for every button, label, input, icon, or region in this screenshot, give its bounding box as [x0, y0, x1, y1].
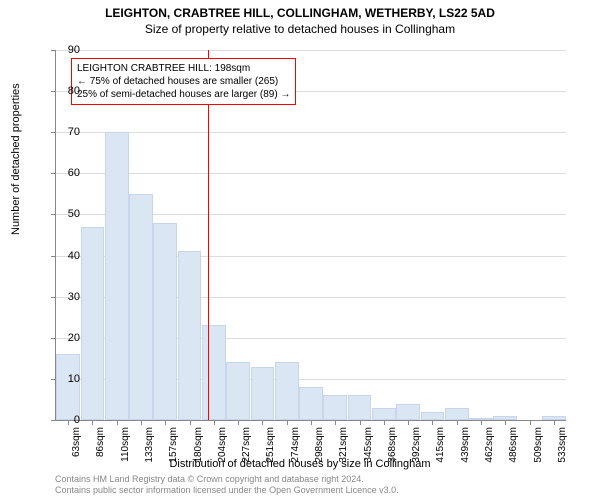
reference-line [208, 50, 209, 420]
xtick-mark [238, 420, 239, 425]
histogram-bar [153, 223, 177, 420]
xtick-mark [457, 420, 458, 425]
xtick-mark [141, 420, 142, 425]
ytick-mark [51, 256, 56, 257]
xtick-mark [262, 420, 263, 425]
ytick-mark [51, 50, 56, 51]
histogram-bar [348, 395, 372, 420]
ytick-label: 80 [58, 85, 80, 97]
xtick-mark [360, 420, 361, 425]
ytick-mark [51, 173, 56, 174]
histogram-bar [129, 194, 153, 420]
xtick-mark [554, 420, 555, 425]
xtick-mark [481, 420, 482, 425]
histogram-bar [81, 227, 105, 420]
ytick-label: 70 [58, 126, 80, 138]
histogram-bar [178, 251, 202, 420]
gridline [56, 173, 566, 174]
histogram-bar [202, 325, 226, 420]
annotation-line: ← 75% of detached houses are smaller (26… [77, 75, 290, 88]
ytick-mark [51, 297, 56, 298]
ytick-label: 50 [58, 208, 80, 220]
ytick-label: 20 [58, 332, 80, 344]
xtick-mark [214, 420, 215, 425]
xtick-mark [311, 420, 312, 425]
annotation-line: 25% of semi-detached houses are larger (… [77, 88, 290, 101]
xtick-mark [505, 420, 506, 425]
ytick-label: 40 [58, 250, 80, 262]
histogram-bar [275, 362, 299, 420]
xtick-mark [530, 420, 531, 425]
annotation-line: LEIGHTON CRABTREE HILL: 198sqm [77, 62, 290, 75]
footer-line-1: Contains HM Land Registry data © Crown c… [55, 474, 399, 485]
ytick-label: 90 [58, 44, 80, 56]
xtick-mark [335, 420, 336, 425]
y-axis-label: Number of detached properties [10, 83, 22, 235]
histogram-bar [226, 362, 250, 420]
xtick-mark [432, 420, 433, 425]
histogram-bar [396, 404, 420, 420]
histogram-bar [56, 354, 80, 420]
x-axis-label: Distribution of detached houses by size … [0, 458, 600, 470]
xtick-mark [287, 420, 288, 425]
ytick-label: 30 [58, 291, 80, 303]
histogram-bar [299, 387, 323, 420]
chart-title-sub: Size of property relative to detached ho… [0, 20, 600, 36]
chart-container: LEIGHTON, CRABTREE HILL, COLLINGHAM, WET… [0, 0, 600, 500]
ytick-mark [51, 420, 56, 421]
xtick-mark [190, 420, 191, 425]
chart-title-main: LEIGHTON, CRABTREE HILL, COLLINGHAM, WET… [0, 0, 600, 20]
gridline [56, 132, 566, 133]
xtick-mark [408, 420, 409, 425]
ytick-mark [51, 214, 56, 215]
histogram-bar [421, 412, 445, 420]
histogram-bar [323, 395, 347, 420]
histogram-bar [372, 408, 396, 420]
ytick-label: 60 [58, 167, 80, 179]
xtick-mark [92, 420, 93, 425]
histogram-bar [251, 367, 275, 420]
histogram-bar [445, 408, 469, 420]
ytick-mark [51, 132, 56, 133]
footer-text: Contains HM Land Registry data © Crown c… [55, 474, 399, 496]
ytick-label: 0 [58, 414, 80, 426]
ytick-label: 10 [58, 373, 80, 385]
xtick-mark [117, 420, 118, 425]
gridline [56, 50, 566, 51]
annotation-box: LEIGHTON CRABTREE HILL: 198sqm← 75% of d… [71, 58, 296, 105]
footer-line-2: Contains public sector information licen… [55, 485, 399, 496]
ytick-mark [51, 91, 56, 92]
xtick-mark [384, 420, 385, 425]
ytick-mark [51, 338, 56, 339]
xtick-mark [165, 420, 166, 425]
histogram-bar [105, 132, 129, 420]
plot-area: 63sqm86sqm110sqm133sqm157sqm180sqm204sqm… [55, 50, 566, 421]
